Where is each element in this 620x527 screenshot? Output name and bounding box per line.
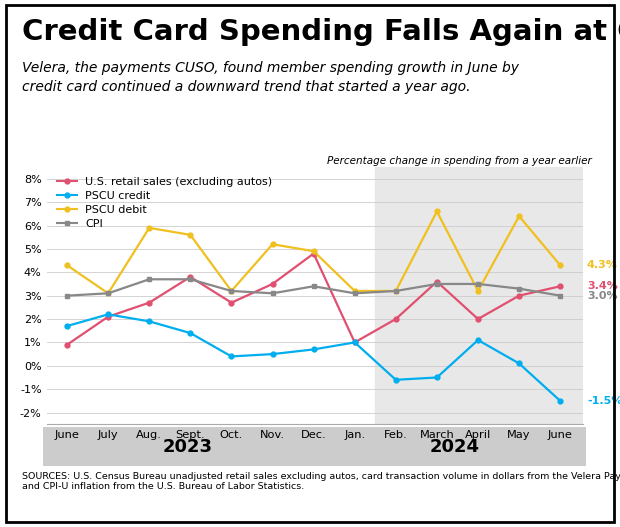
PSCU debit: [228, 288, 235, 294]
Legend: U.S. retail sales (excluding autos), PSCU credit, PSCU debit, CPI: U.S. retail sales (excluding autos), PSC…: [52, 173, 277, 233]
U.S. retail sales (excluding autos): [392, 316, 399, 322]
CPI: [63, 292, 71, 299]
PSCU credit: [63, 323, 71, 329]
U.S. retail sales (excluding autos): [269, 281, 277, 287]
U.S. retail sales (excluding autos): [351, 339, 358, 346]
PSCU credit: [104, 311, 112, 317]
U.S. retail sales (excluding autos): [474, 316, 482, 322]
PSCU credit: [269, 351, 277, 357]
U.S. retail sales (excluding autos): [146, 299, 153, 306]
Line: PSCU credit: PSCU credit: [64, 312, 562, 403]
PSCU credit: [515, 360, 523, 367]
PSCU credit: [474, 337, 482, 343]
Line: U.S. retail sales (excluding autos): U.S. retail sales (excluding autos): [64, 251, 562, 347]
PSCU debit: [474, 288, 482, 294]
PSCU credit: [557, 398, 564, 404]
U.S. retail sales (excluding autos): [104, 314, 112, 320]
CPI: [228, 288, 235, 294]
PSCU credit: [187, 330, 194, 336]
U.S. retail sales (excluding autos): [228, 299, 235, 306]
PSCU credit: [310, 346, 317, 353]
Line: CPI: CPI: [64, 277, 562, 298]
U.S. retail sales (excluding autos): [187, 274, 194, 280]
Text: Percentage change in spending from a year earlier: Percentage change in spending from a yea…: [327, 156, 592, 166]
PSCU debit: [63, 262, 71, 268]
CPI: [433, 281, 441, 287]
CPI: [557, 292, 564, 299]
PSCU debit: [515, 213, 523, 219]
CPI: [310, 283, 317, 289]
CPI: [515, 286, 523, 292]
U.S. retail sales (excluding autos): [515, 292, 523, 299]
Text: 3.0%: 3.0%: [587, 291, 618, 300]
U.S. retail sales (excluding autos): [63, 341, 71, 348]
PSCU debit: [392, 288, 399, 294]
CPI: [392, 288, 399, 294]
Text: Velera, the payments CUSO, found member spending growth in June by
credit card c: Velera, the payments CUSO, found member …: [22, 61, 519, 94]
PSCU debit: [310, 248, 317, 255]
PSCU credit: [433, 374, 441, 380]
Text: 4.3%: 4.3%: [587, 260, 618, 270]
PSCU debit: [351, 288, 358, 294]
U.S. retail sales (excluding autos): [433, 278, 441, 285]
PSCU credit: [228, 353, 235, 359]
CPI: [104, 290, 112, 297]
Text: 2023: 2023: [162, 438, 212, 456]
PSCU debit: [269, 241, 277, 247]
Text: 2024: 2024: [430, 438, 479, 456]
Text: SOURCES: U.S. Census Bureau unadjusted retail sales excluding autos, card transa: SOURCES: U.S. Census Bureau unadjusted r…: [22, 472, 620, 491]
CPI: [187, 276, 194, 282]
Text: -1.5%: -1.5%: [587, 396, 620, 406]
CPI: [351, 290, 358, 297]
PSCU credit: [146, 318, 153, 325]
PSCU debit: [187, 232, 194, 238]
CPI: [269, 290, 277, 297]
Line: PSCU debit: PSCU debit: [64, 209, 562, 296]
PSCU debit: [433, 208, 441, 214]
Bar: [375, 167, 583, 424]
CPI: [146, 276, 153, 282]
Text: Credit Card Spending Falls Again at CUSO: Credit Card Spending Falls Again at CUSO: [22, 18, 620, 46]
CPI: [474, 281, 482, 287]
U.S. retail sales (excluding autos): [310, 250, 317, 257]
PSCU debit: [146, 225, 153, 231]
PSCU debit: [104, 290, 112, 297]
PSCU debit: [557, 262, 564, 268]
Text: 3.4%: 3.4%: [587, 281, 618, 291]
U.S. retail sales (excluding autos): [557, 283, 564, 289]
PSCU credit: [351, 339, 358, 346]
PSCU credit: [392, 377, 399, 383]
